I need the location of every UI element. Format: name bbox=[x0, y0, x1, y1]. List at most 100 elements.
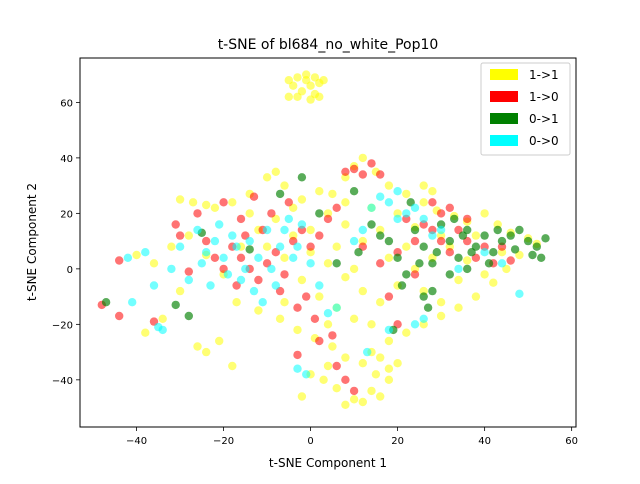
x-axis-label: t-SNE Component 1 bbox=[269, 456, 387, 470]
data-point bbox=[515, 289, 524, 298]
data-point bbox=[280, 225, 289, 235]
data-point bbox=[310, 314, 320, 323]
data-point bbox=[393, 187, 402, 196]
data-point bbox=[489, 278, 498, 287]
data-point bbox=[289, 253, 298, 262]
data-point bbox=[306, 259, 315, 268]
data-point bbox=[410, 270, 420, 279]
x-tick-label: −20 bbox=[213, 436, 234, 447]
y-tick-label: −20 bbox=[52, 320, 73, 331]
data-point bbox=[436, 209, 446, 218]
data-point bbox=[419, 292, 428, 301]
data-point bbox=[284, 214, 293, 224]
data-point bbox=[454, 253, 463, 262]
data-point bbox=[458, 231, 468, 240]
data-point bbox=[532, 242, 541, 251]
data-point bbox=[367, 320, 376, 329]
legend-swatch bbox=[490, 113, 518, 124]
data-point bbox=[450, 214, 459, 224]
data-point bbox=[332, 203, 341, 212]
data-point bbox=[284, 198, 293, 207]
data-point bbox=[371, 370, 381, 379]
data-point bbox=[463, 256, 472, 265]
data-point bbox=[236, 275, 246, 285]
data-point bbox=[302, 70, 311, 79]
x-axis: −40 −20 0 20 40 60 bbox=[126, 427, 578, 447]
data-point bbox=[210, 253, 220, 262]
data-point bbox=[280, 253, 289, 262]
data-point bbox=[402, 270, 411, 279]
data-point bbox=[349, 395, 359, 404]
data-point bbox=[445, 270, 454, 279]
data-point bbox=[376, 392, 385, 401]
data-point bbox=[363, 347, 372, 357]
data-point bbox=[537, 253, 546, 262]
data-point bbox=[349, 236, 359, 246]
data-point bbox=[167, 264, 176, 274]
data-point bbox=[315, 292, 324, 301]
data-point bbox=[471, 292, 481, 301]
data-point bbox=[349, 264, 359, 274]
data-point bbox=[419, 314, 428, 323]
data-point bbox=[262, 173, 272, 182]
data-point bbox=[228, 361, 237, 371]
data-point bbox=[306, 242, 315, 251]
data-point bbox=[219, 198, 228, 207]
data-point bbox=[175, 286, 185, 296]
data-point bbox=[262, 225, 272, 235]
data-point bbox=[415, 259, 424, 268]
data-point bbox=[202, 248, 211, 257]
data-point bbox=[323, 214, 333, 224]
data-point bbox=[293, 73, 302, 82]
series-0->1 bbox=[101, 173, 550, 335]
data-point bbox=[497, 259, 507, 268]
data-point bbox=[480, 209, 489, 218]
data-point bbox=[480, 248, 489, 257]
data-point bbox=[115, 256, 124, 265]
data-point bbox=[423, 303, 433, 312]
data-point bbox=[376, 353, 385, 362]
data-point bbox=[454, 303, 463, 312]
data-point bbox=[419, 198, 428, 207]
data-point bbox=[275, 314, 285, 323]
data-point bbox=[158, 314, 167, 323]
data-point bbox=[193, 342, 202, 351]
data-point bbox=[323, 259, 333, 268]
data-point bbox=[341, 220, 350, 229]
data-point bbox=[232, 298, 241, 307]
data-point bbox=[149, 281, 159, 290]
data-point bbox=[236, 214, 246, 224]
data-point bbox=[384, 236, 394, 246]
data-point bbox=[349, 386, 359, 396]
data-point bbox=[436, 311, 446, 321]
data-point bbox=[376, 298, 385, 307]
data-point bbox=[184, 311, 193, 321]
data-point bbox=[367, 203, 376, 212]
data-point bbox=[210, 236, 220, 246]
data-point bbox=[419, 214, 428, 224]
data-point bbox=[376, 259, 385, 268]
data-point bbox=[528, 250, 537, 260]
data-point bbox=[410, 203, 420, 212]
x-tick-label: 20 bbox=[391, 436, 404, 447]
data-point bbox=[454, 264, 463, 274]
data-point bbox=[297, 392, 307, 401]
data-point bbox=[293, 364, 302, 373]
data-point bbox=[275, 189, 285, 199]
points-layer bbox=[97, 70, 550, 409]
data-point bbox=[497, 236, 507, 246]
data-point bbox=[245, 209, 254, 218]
data-point bbox=[463, 264, 472, 274]
data-point bbox=[358, 397, 367, 407]
data-point bbox=[323, 309, 333, 318]
data-point bbox=[367, 159, 376, 168]
data-point bbox=[228, 198, 237, 207]
data-point bbox=[471, 231, 481, 240]
data-point bbox=[384, 292, 394, 301]
data-point bbox=[202, 347, 211, 357]
data-point bbox=[249, 192, 259, 201]
x-tick-label: −40 bbox=[126, 436, 147, 447]
legend-label: 1->0 bbox=[529, 90, 559, 104]
data-point bbox=[419, 242, 428, 251]
